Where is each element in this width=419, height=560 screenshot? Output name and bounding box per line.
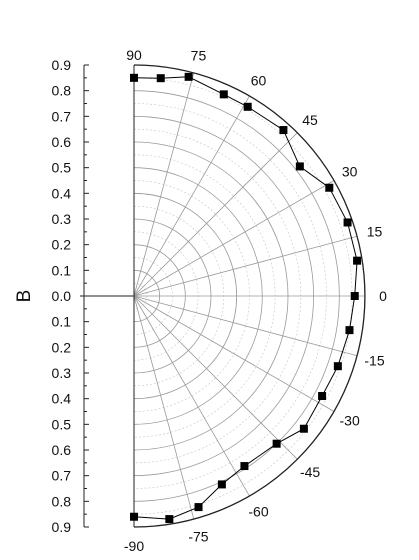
angular-tick-label: 0 <box>379 288 387 304</box>
data-point <box>130 512 138 521</box>
angular-tick-label: -45 <box>300 464 320 480</box>
data-series <box>130 72 362 524</box>
radial-tick-label: 0.5 <box>52 416 72 432</box>
angular-tick-label: -30 <box>340 413 360 429</box>
grid-spoke <box>133 132 298 297</box>
grid-spoke <box>133 295 250 497</box>
grid-spoke <box>133 295 195 520</box>
radial-tick-label: 0.2 <box>52 237 72 253</box>
outer-boundary <box>133 64 366 528</box>
data-point <box>243 102 252 111</box>
data-point <box>130 73 138 82</box>
radial-tick-label: 0.5 <box>52 160 72 176</box>
radial-tick-label: 0.3 <box>52 365 72 381</box>
data-point <box>353 256 362 265</box>
data-point <box>350 292 359 300</box>
data-point <box>279 126 288 135</box>
angular-tick-label: 45 <box>302 112 318 128</box>
angular-tick-label: -75 <box>188 529 208 545</box>
angular-tick-label: 15 <box>367 224 383 240</box>
radial-tick-label: 0.6 <box>52 134 72 150</box>
data-point <box>333 362 342 371</box>
angular-tick-label: 60 <box>251 72 267 88</box>
angular-tick-label: 90 <box>126 47 142 63</box>
grid-spoke <box>133 295 358 357</box>
angular-tick-label: 30 <box>342 164 358 180</box>
data-point <box>318 392 327 401</box>
radial-tick-labels: 0.9 0.9 0.8 0.8 0.7 0.7 0.6 0.6 0.5 0.5 0.4 0.4 0.3 0… <box>52 57 72 535</box>
data-point <box>343 218 352 227</box>
grid-spoke <box>133 95 250 297</box>
grid-circle-minor <box>133 77 353 515</box>
radial-tick-label: 0.9 <box>52 57 72 73</box>
grid-spoke <box>133 235 358 297</box>
radial-tick-label: 0.4 <box>52 391 72 407</box>
grid-spoke <box>133 295 298 460</box>
polar-grid <box>133 64 366 528</box>
radial-tick-label: 0.8 <box>52 83 72 99</box>
grid-spoke <box>133 295 335 412</box>
angular-tick-labels: 90 75 60 45 30 15 0 -15 -30 -45 -60 -75 -90 <box>124 47 387 554</box>
grid-circle-minor <box>133 103 327 489</box>
radial-tick-label: 0.8 <box>52 493 72 509</box>
angular-tick-label: -15 <box>364 352 384 368</box>
data-point <box>295 162 304 171</box>
radial-tick-label: 0.7 <box>52 108 72 124</box>
grid-spoke <box>133 180 335 297</box>
radial-tick-label: 0.0 <box>52 288 72 304</box>
data-point <box>240 462 249 471</box>
data-point <box>325 183 334 192</box>
radial-tick-label: 0.2 <box>52 339 72 355</box>
radial-tick-label: 0.6 <box>52 442 72 458</box>
data-point <box>184 72 193 81</box>
angular-tick-label: 75 <box>191 47 207 63</box>
grid-spoke <box>133 72 195 297</box>
data-point <box>165 515 174 524</box>
radial-tick-label: 0.1 <box>52 262 72 278</box>
data-point <box>219 90 228 99</box>
data-point <box>156 74 165 83</box>
radial-tick-label: 0.1 <box>52 314 72 330</box>
radial-tick-label: 0.4 <box>52 185 72 201</box>
data-point <box>299 424 308 433</box>
radial-tick-label: 0.9 <box>52 519 72 535</box>
radial-tick-label: 0.3 <box>52 211 72 227</box>
angular-tick-label: -60 <box>248 504 268 520</box>
radial-tick-label: 0.7 <box>52 468 72 484</box>
y-axis-label: B <box>14 290 35 303</box>
data-point <box>272 439 281 448</box>
data-point <box>194 503 203 512</box>
data-point <box>217 480 226 489</box>
radial-axis <box>80 64 134 528</box>
data-point <box>345 326 354 335</box>
angular-tick-label: -90 <box>124 538 144 554</box>
